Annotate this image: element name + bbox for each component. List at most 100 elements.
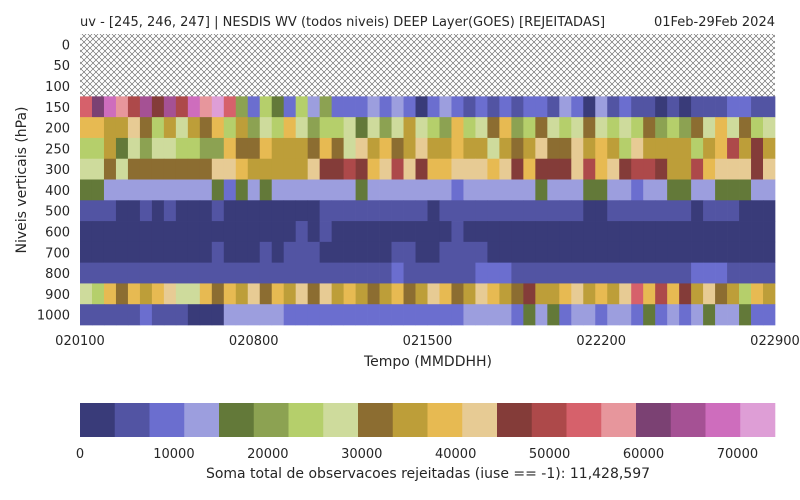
heatmap-cell bbox=[439, 262, 452, 284]
heatmap-cell bbox=[703, 200, 716, 222]
heatmap-cell bbox=[487, 221, 500, 243]
heatmap-cell bbox=[607, 158, 620, 180]
heatmap-cell bbox=[223, 200, 237, 222]
heatmap-cell bbox=[115, 96, 129, 118]
heatmap-cell bbox=[679, 241, 692, 263]
y-tick-label: 900 bbox=[45, 288, 70, 303]
heatmap-cell bbox=[379, 137, 392, 160]
heatmap-cell bbox=[247, 137, 261, 160]
heatmap-cell bbox=[595, 221, 608, 243]
heatmap-cell bbox=[355, 200, 368, 222]
heatmap-cell bbox=[643, 200, 656, 222]
heatmap-cell bbox=[271, 117, 285, 139]
colorbar-segment bbox=[219, 403, 255, 437]
heatmap-cell bbox=[715, 117, 728, 139]
heatmap-cell bbox=[691, 117, 704, 139]
heatmap-cell bbox=[199, 241, 213, 263]
heatmap-cell bbox=[127, 200, 141, 222]
heatmap-cell bbox=[547, 304, 560, 326]
heatmap-cell bbox=[499, 283, 512, 305]
heatmap-cell bbox=[463, 96, 476, 118]
heatmap-cell bbox=[403, 200, 416, 222]
heatmap-cell bbox=[259, 117, 273, 139]
heatmap-cell bbox=[631, 137, 644, 160]
heatmap-cell bbox=[571, 117, 584, 139]
heatmap-cell bbox=[211, 283, 225, 305]
heatmap-cell bbox=[175, 117, 189, 139]
heatmap-cell bbox=[115, 117, 129, 139]
heatmap-cell bbox=[427, 200, 440, 222]
heatmap-cell bbox=[199, 158, 213, 180]
heatmap-cell bbox=[91, 117, 105, 139]
heatmap-cell bbox=[547, 241, 560, 263]
heatmap-cell bbox=[367, 241, 380, 263]
heatmap-cell bbox=[655, 137, 668, 160]
heatmap-cell bbox=[247, 283, 261, 305]
heatmap-cell bbox=[739, 304, 752, 326]
heatmap-cell bbox=[643, 117, 656, 139]
heatmap-cell bbox=[607, 283, 620, 305]
y-tick-label: 250 bbox=[45, 142, 70, 157]
heatmap-cell bbox=[439, 96, 452, 118]
heatmap-cell bbox=[463, 200, 476, 222]
heatmap-cell bbox=[403, 262, 416, 284]
heatmap-cell bbox=[523, 262, 536, 284]
heatmap-cell bbox=[343, 241, 356, 263]
heatmap-cell bbox=[91, 158, 105, 180]
colorbar-label: Soma total de observacoes rejeitadas (iu… bbox=[206, 466, 650, 482]
heatmap-cell bbox=[343, 304, 356, 326]
heatmap-cell bbox=[715, 200, 728, 222]
colorbar-tick-label: 50000 bbox=[529, 447, 570, 462]
heatmap-cell bbox=[427, 137, 440, 160]
heatmap-cell bbox=[343, 283, 356, 305]
heatmap-cell bbox=[403, 241, 416, 263]
heatmap-cell bbox=[499, 241, 512, 263]
heatmap-cell bbox=[751, 262, 764, 284]
heatmap-cell bbox=[307, 221, 321, 243]
heatmap-cell bbox=[91, 179, 105, 201]
heatmap-cell bbox=[223, 96, 237, 118]
heatmap-cell bbox=[571, 137, 584, 160]
heatmap-cell bbox=[211, 221, 225, 243]
heatmap-cell bbox=[379, 200, 392, 222]
heatmap-cell bbox=[595, 179, 608, 201]
heatmap-cell bbox=[463, 117, 476, 139]
heatmap-cell bbox=[559, 200, 572, 222]
heatmap-cell bbox=[235, 117, 249, 139]
heatmap-cell bbox=[319, 262, 332, 284]
heatmap-cell bbox=[391, 262, 404, 284]
heatmap-cell bbox=[667, 283, 680, 305]
heatmap-cell bbox=[139, 200, 153, 222]
heatmap-cell bbox=[223, 283, 237, 305]
no-data-row-50 bbox=[80, 54, 775, 76]
heatmap-cell bbox=[80, 241, 93, 263]
heatmap-cell bbox=[127, 158, 141, 180]
colorbar-tick-label: 0 bbox=[76, 447, 84, 462]
heatmap-cell bbox=[751, 96, 764, 118]
heatmap-cell bbox=[187, 158, 201, 180]
heatmap-cell bbox=[235, 221, 249, 243]
heatmap-cell bbox=[595, 96, 608, 118]
heatmap-cell bbox=[283, 179, 297, 201]
heatmap-cell bbox=[80, 117, 93, 139]
heatmap-cell bbox=[499, 158, 512, 180]
y-tick-label: 500 bbox=[45, 205, 70, 220]
heatmap-cell bbox=[307, 241, 321, 263]
heatmap-cell bbox=[547, 96, 560, 118]
heatmap-cell bbox=[367, 283, 380, 305]
heatmap-cell bbox=[259, 283, 273, 305]
heatmap-cell bbox=[295, 304, 309, 326]
heatmap-cell bbox=[559, 137, 572, 160]
heatmap-cell bbox=[415, 96, 428, 118]
heatmap-cell bbox=[739, 179, 752, 201]
heatmap-cell bbox=[703, 304, 716, 326]
heatmap-cell bbox=[187, 241, 201, 263]
heatmap-cell bbox=[235, 200, 249, 222]
heatmap-cell bbox=[475, 304, 488, 326]
heatmap-cell bbox=[235, 158, 249, 180]
heatmap-cell bbox=[427, 304, 440, 326]
heatmap-cell bbox=[547, 283, 560, 305]
heatmap-cell bbox=[619, 283, 632, 305]
heatmap-cell bbox=[571, 304, 584, 326]
heatmap-cell bbox=[247, 200, 261, 222]
